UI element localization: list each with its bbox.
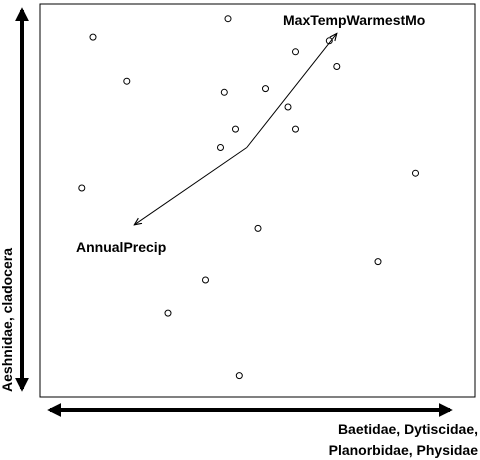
data-point-5: [262, 85, 269, 93]
y-axis-title: Aeshnidae, cladocera: [0, 248, 15, 392]
data-point-18: [164, 309, 172, 317]
data-point-15: [254, 224, 262, 232]
data-point-10: [232, 125, 239, 133]
vector-annual-precip: [134, 147, 248, 225]
points-layer: [78, 15, 419, 380]
x-axis-title-line-1: Baetidae, Dytiscidae,: [338, 421, 478, 437]
data-point-6: [292, 48, 299, 56]
data-point-17: [202, 276, 209, 284]
data-point-9: [284, 103, 292, 111]
x-axis-title-line-2: Planorbidae, Physidae: [329, 442, 479, 458]
data-point-14: [412, 169, 419, 177]
data-point-2: [224, 15, 232, 23]
data-point-11: [217, 144, 224, 151]
plot-frame: [39, 3, 476, 398]
data-point-8: [333, 63, 341, 70]
data-point-12: [292, 125, 299, 133]
data-point-4: [220, 88, 228, 96]
vector-label-maxtemp: MaxTempWarmestMo: [283, 12, 425, 28]
data-point-3: [123, 77, 131, 85]
data-point-1: [89, 33, 97, 41]
data-point-19: [235, 372, 243, 380]
vector-label-annualprecip: AnnualPrecip: [76, 239, 166, 255]
data-point-16: [374, 258, 382, 266]
vector-maxtemp-warmest-mo: [246, 33, 337, 148]
data-point-13: [78, 184, 86, 192]
